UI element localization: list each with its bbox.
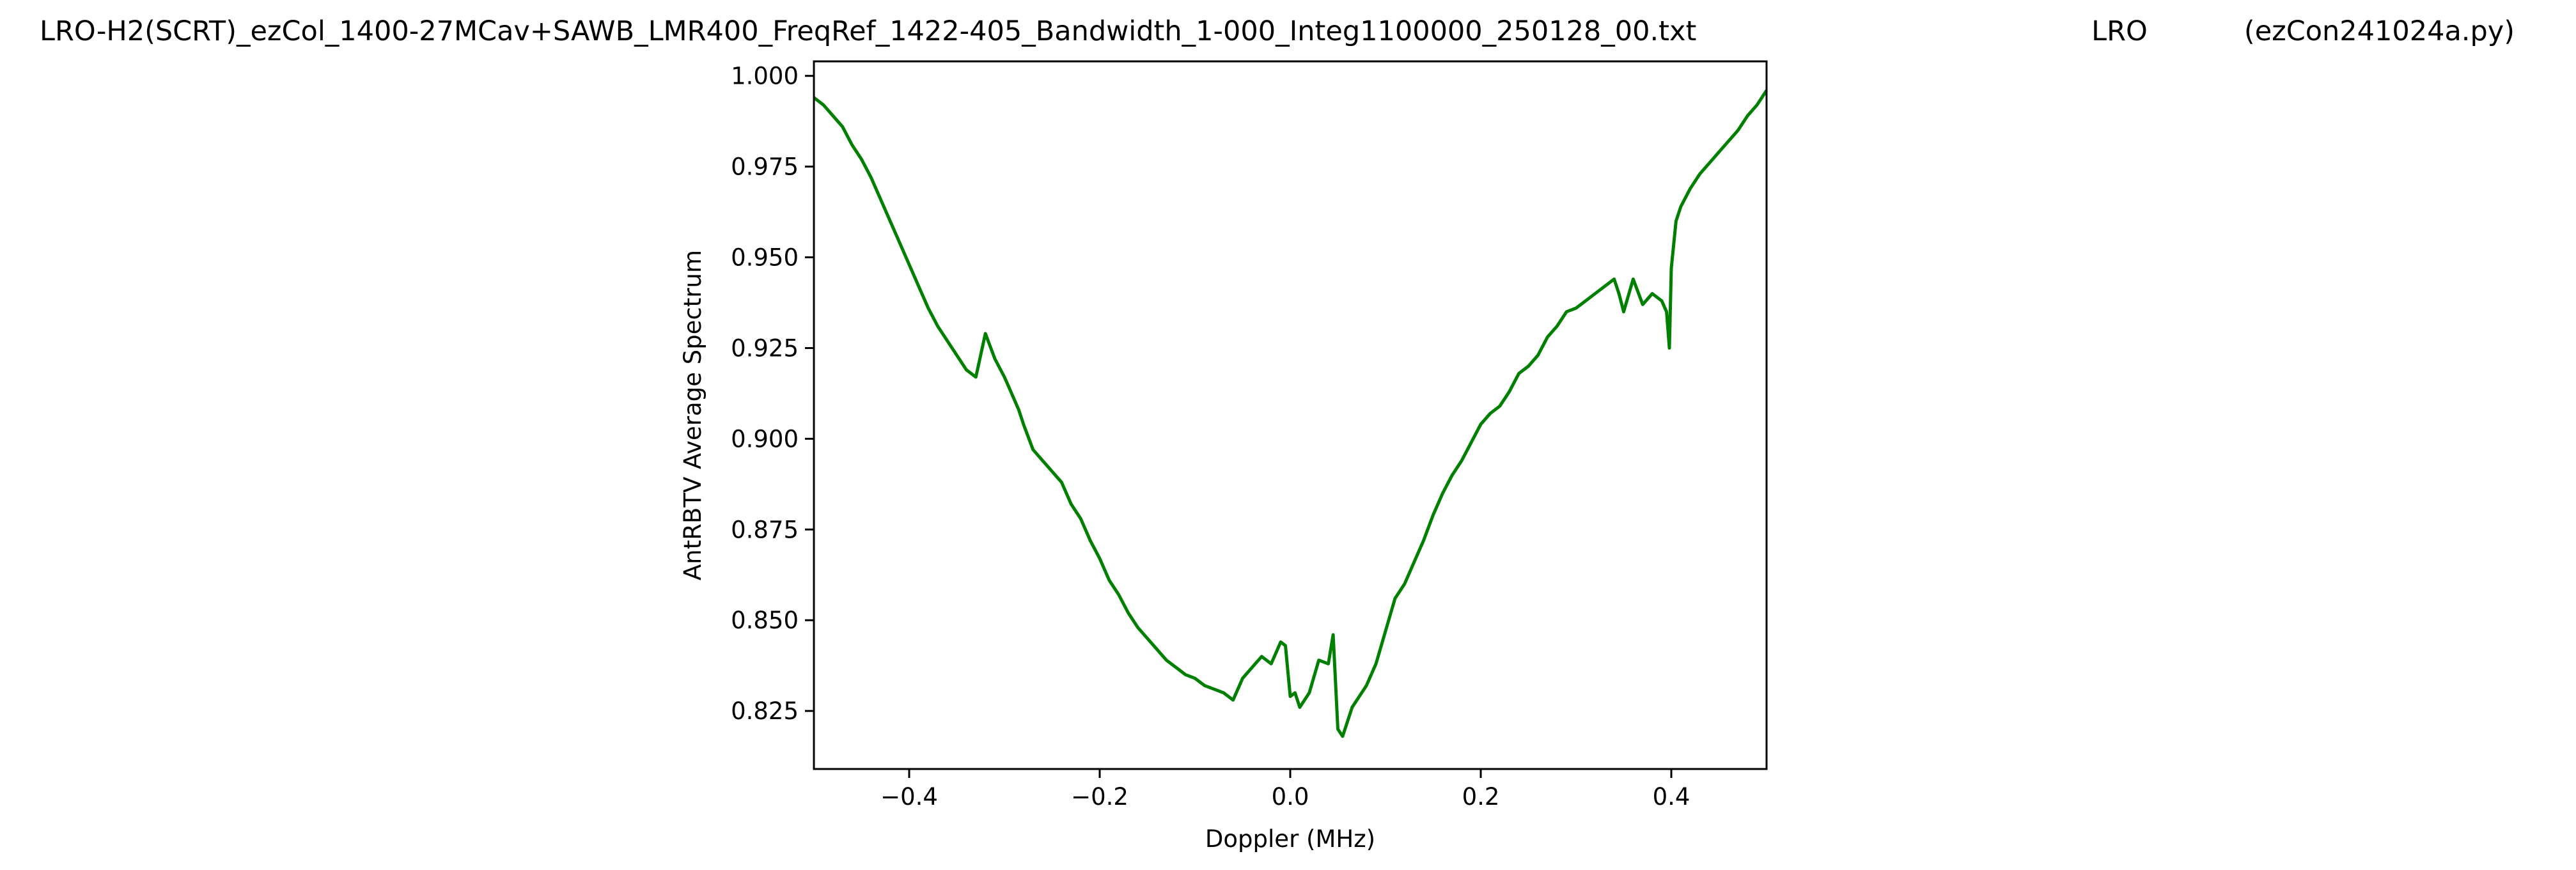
y-tick-label: 0.875 [731, 516, 799, 543]
y-tick-label: 0.850 [731, 607, 799, 634]
y-tick-label: 0.900 [731, 425, 799, 453]
figure-title-program: (ezCon241024a.py) [2244, 15, 2515, 47]
figure-title-observatory: LRO [2091, 15, 2148, 47]
x-tick-label: −0.2 [1071, 783, 1128, 811]
y-tick-label: 0.825 [731, 697, 799, 725]
x-tick-label: 0.2 [1462, 783, 1500, 811]
y-tick-label: 0.925 [731, 334, 799, 362]
y-axis: 0.825 0.850 0.875 0.900 0.925 0.950 0.975 1.000 [731, 63, 814, 725]
series-layer [813, 89, 1768, 738]
y-tick-label: 1.000 [731, 63, 799, 90]
y-axis-label: AntRBTV Average Spectrum [679, 250, 706, 580]
series-line-0 [813, 89, 1768, 738]
y-tick-label: 0.975 [731, 153, 799, 181]
x-tick-label: −0.4 [880, 783, 938, 811]
y-tick-label: 0.950 [731, 244, 799, 272]
figure-title-filename: LRO-H2(SCRT)_ezCol_1400-27MCav+SAWB_LMR4… [40, 15, 1696, 47]
x-tick-label: 0.0 [1272, 783, 1309, 811]
x-tick-label: 0.4 [1653, 783, 1690, 811]
x-axis-label: Doppler (MHz) [1205, 825, 1375, 853]
x-axis: −0.4 −0.2 0.0 0.2 0.4 [880, 769, 1690, 811]
